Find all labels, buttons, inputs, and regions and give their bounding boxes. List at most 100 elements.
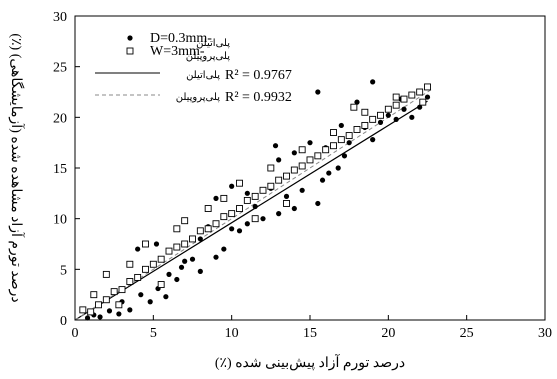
data-point-series-1 <box>252 203 258 210</box>
data-point-series-2 <box>204 205 212 212</box>
data-point-series-2 <box>220 194 228 202</box>
data-point-series-1 <box>244 190 250 196</box>
data-point-series-2 <box>392 101 400 109</box>
data-point-series-2 <box>416 88 424 96</box>
data-point-series-1 <box>135 246 141 252</box>
x-tick-label: 5 <box>150 326 157 341</box>
data-point-series-1 <box>326 170 332 176</box>
legend-sublabel-1: پلی‌اتیلن <box>196 38 230 49</box>
data-point-series-1 <box>182 258 188 264</box>
data-point-series-1 <box>370 137 376 143</box>
legend-r2-1: R² = 0.9767 <box>225 68 292 83</box>
data-point-series-2 <box>424 83 431 91</box>
data-point-series-2 <box>369 115 377 123</box>
y-tick-label: 30 <box>53 10 67 25</box>
data-point-series-2 <box>134 273 142 281</box>
data-point-series-1 <box>385 112 391 118</box>
legend-label-1: D=0.3mm- <box>150 31 212 46</box>
data-point-series-2 <box>392 93 400 101</box>
data-point-series-1 <box>197 236 203 242</box>
data-point-series-2 <box>259 186 267 194</box>
data-point-series-2 <box>165 247 173 255</box>
data-point-series-2 <box>142 265 149 273</box>
legend: D=0.3mm-پلی‌اتیلنW=3mm-پلی‌پروپیلنپلی‌ات… <box>95 31 292 105</box>
data-point-series-1 <box>244 221 250 227</box>
data-point-series-2 <box>298 146 306 154</box>
data-point-series-1 <box>221 246 227 252</box>
data-point-series-2 <box>314 152 322 160</box>
data-point-series-2 <box>149 260 157 268</box>
legend-marker-2 <box>126 47 134 55</box>
data-point-series-1 <box>315 89 321 95</box>
data-point-series-1 <box>84 315 91 321</box>
data-point-series-1 <box>299 187 305 193</box>
data-point-series-2 <box>283 172 290 180</box>
data-point-series-1 <box>178 264 185 270</box>
y-tick-label: 10 <box>53 213 67 228</box>
data-point-series-2 <box>95 301 102 309</box>
data-point-series-1 <box>116 311 122 317</box>
data-point-series-1 <box>174 276 180 283</box>
data-point-series-1 <box>291 205 297 212</box>
data-point-series-2 <box>220 213 228 221</box>
legend-fit-label-1: پلی‌اتیلن <box>186 70 220 81</box>
data-point-series-1 <box>213 195 219 201</box>
data-point-series-1 <box>377 119 384 125</box>
data-point-series-2 <box>361 121 369 129</box>
data-point-series-2 <box>306 156 314 164</box>
legend-marker-1 <box>127 35 133 41</box>
data-point-series-2 <box>173 243 181 251</box>
data-point-series-1 <box>276 211 282 217</box>
data-point-series-2 <box>90 291 98 299</box>
data-point-series-2 <box>330 129 337 136</box>
data-point-series-2 <box>157 281 165 288</box>
data-point-series-2 <box>384 105 392 113</box>
x-tick-label: 25 <box>460 326 474 341</box>
data-point-series-1 <box>315 200 321 207</box>
data-point-series-2 <box>322 146 330 154</box>
data-point-series-1 <box>424 94 431 100</box>
data-point-series-1 <box>97 314 103 320</box>
data-point-series-2 <box>275 176 283 184</box>
axes: 0 5 10 15 20 25 30 0 5 10 15 20 25 30 <box>53 10 552 341</box>
data-point-series-2 <box>102 296 110 304</box>
data-point-series-1 <box>127 307 133 313</box>
data-point-series-2 <box>228 210 236 218</box>
data-point-series-2 <box>236 179 243 187</box>
data-point-series-1 <box>346 140 352 146</box>
data-point-series-1 <box>163 294 169 300</box>
y-tick-label: 0 <box>60 314 67 329</box>
data-point-series-2 <box>243 196 251 204</box>
data-point-series-2 <box>189 235 196 243</box>
data-point-series-2 <box>251 215 259 223</box>
data-point-series-2 <box>196 227 204 235</box>
data-point-series-1 <box>276 157 282 163</box>
data-point-series-2 <box>283 200 290 207</box>
data-point-series-2 <box>212 220 220 228</box>
data-point-series-1 <box>229 183 235 189</box>
y-tick-label: 25 <box>53 61 67 76</box>
data-point-series-2 <box>181 240 189 248</box>
data-point-series-2 <box>87 308 95 316</box>
data-point-series-1 <box>166 271 172 277</box>
data-point-series-1 <box>291 150 297 156</box>
data-point-series-1 <box>393 116 399 122</box>
plot-area <box>74 79 433 321</box>
data-point-series-2 <box>377 111 384 119</box>
data-point-series-2 <box>330 142 337 150</box>
data-point-series-2 <box>408 91 416 99</box>
data-point-series-2 <box>361 108 369 116</box>
data-point-series-2 <box>126 260 134 268</box>
data-point-series-2 <box>142 240 149 248</box>
x-axis-title: درصد تورم آزاد پیش‌بینی شده (٪) <box>215 353 405 371</box>
data-point-series-2 <box>298 162 306 170</box>
y-tick-label: 20 <box>53 111 67 126</box>
data-point-series-2 <box>110 288 118 296</box>
data-point-series-1 <box>153 241 160 247</box>
legend-sublabel-2: پلی‌پروپیلن <box>186 51 230 62</box>
data-point-series-1 <box>354 99 360 105</box>
legend-label-2: W=3mm- <box>150 44 205 59</box>
data-point-series-2 <box>400 95 408 103</box>
data-point-series-2 <box>102 270 110 278</box>
